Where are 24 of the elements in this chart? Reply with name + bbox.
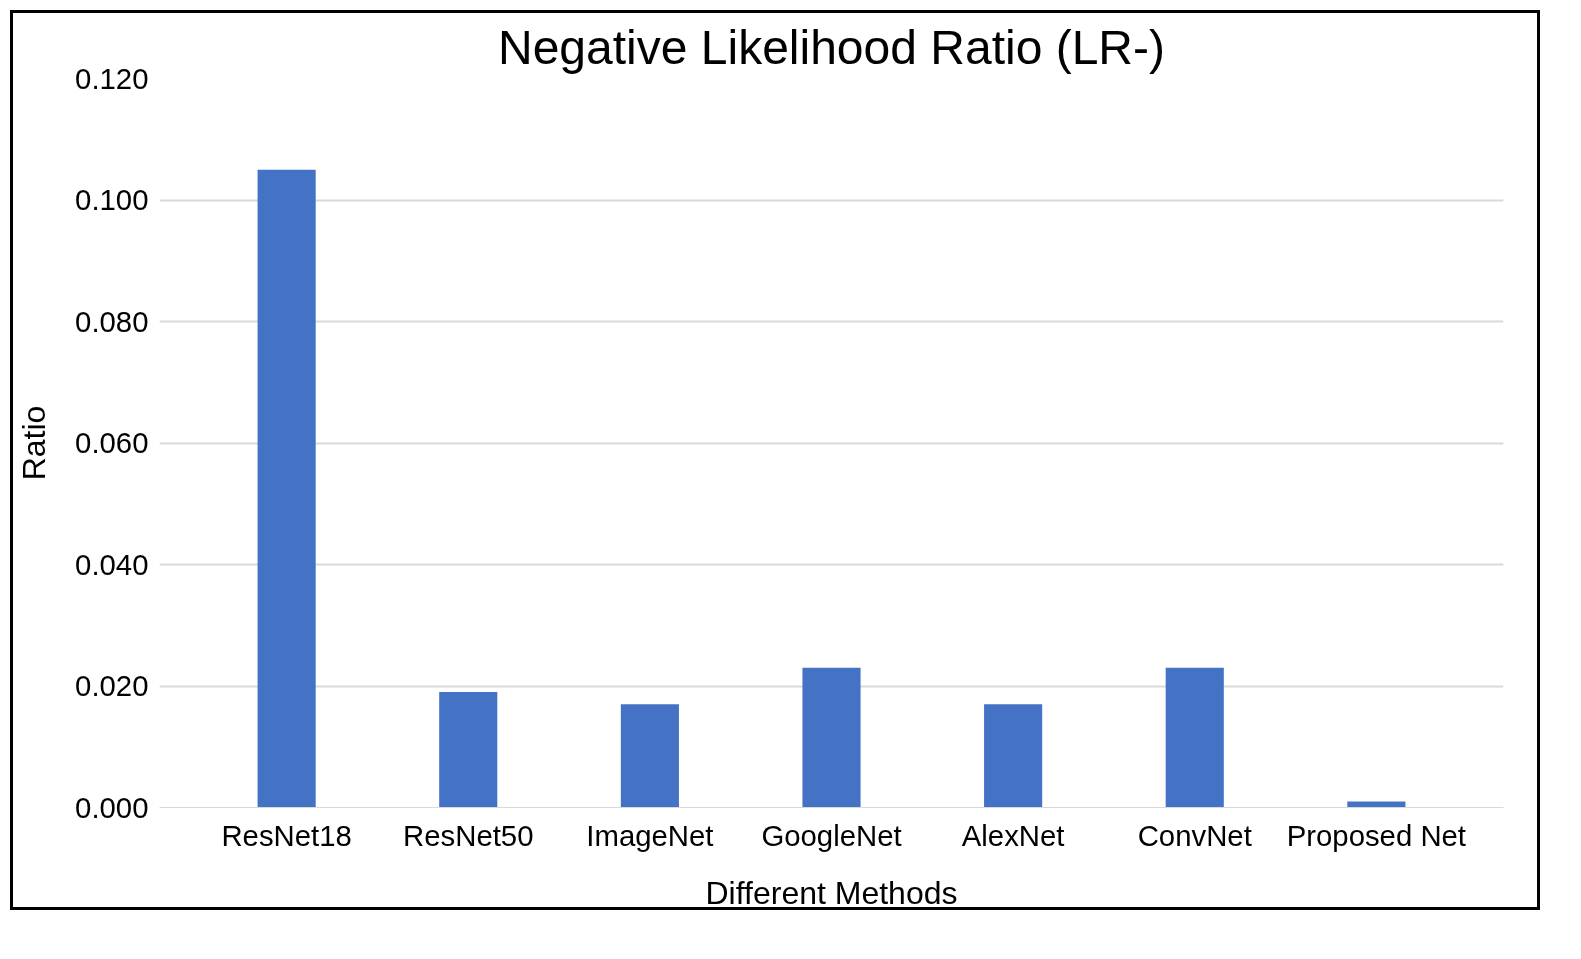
bar [1347,801,1406,808]
y-tick-label: 0.000 [75,790,149,824]
x-tick-label: ResNet50 [403,818,534,852]
y-tick-label: 0.120 [75,61,149,95]
y-axis-title: Ratio [16,405,53,481]
bar [620,704,679,808]
y-tick-label: 0.060 [75,426,149,459]
x-tick-label: Proposed Net [1286,818,1467,852]
x-tick-label: ConvNet [1137,818,1252,852]
chart-title: Negative Likelihood Ratio (LR-) [498,20,1165,74]
bar [257,169,316,808]
x-tick-label: ImageNet [586,818,714,852]
bar [802,667,861,808]
bar [984,704,1043,808]
x-tick-label: ResNet18 [221,818,352,852]
bar [439,692,498,808]
bar [1165,667,1224,808]
y-tick-label: 0.080 [75,304,149,338]
x-tick-label: AlexNet [961,818,1065,852]
x-axis-title: Different Methods [705,874,958,911]
y-tick-label: 0.020 [75,669,149,702]
y-tick-label: 0.100 [75,183,149,216]
x-tick-label: GoogleNet [761,818,902,852]
y-tick-label: 0.040 [75,547,149,581]
